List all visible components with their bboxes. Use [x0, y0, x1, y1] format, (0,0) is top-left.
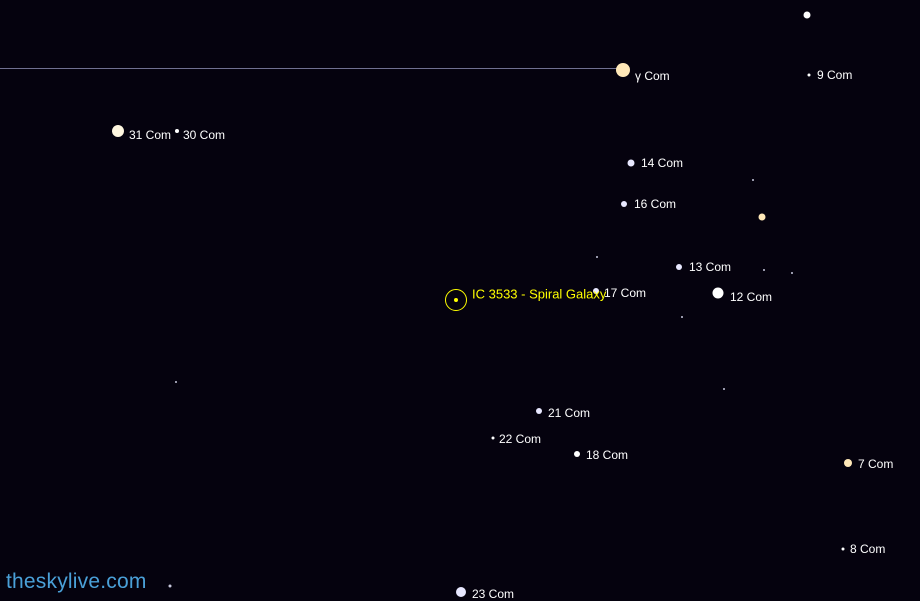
watermark: theskylive.com — [6, 570, 147, 594]
star — [175, 129, 179, 133]
star — [713, 288, 724, 299]
star — [596, 256, 598, 258]
constellation-line — [0, 68, 622, 69]
star — [681, 316, 683, 318]
target-label: IC 3533 - Spiral Galaxy — [472, 287, 606, 302]
star-label: 22 Com — [499, 432, 541, 446]
star — [616, 63, 630, 77]
star — [842, 548, 845, 551]
star-label: 8 Com — [850, 542, 885, 556]
star — [808, 74, 811, 77]
star — [763, 269, 765, 271]
star — [676, 264, 682, 270]
star-label: 13 Com — [689, 260, 731, 274]
star — [175, 381, 177, 383]
star-label: 23 Com — [472, 587, 514, 601]
star-label: 17 Com — [604, 286, 646, 300]
star-label: 31 Com — [129, 128, 171, 142]
star — [804, 12, 811, 19]
star — [492, 437, 495, 440]
star — [456, 587, 466, 597]
star-label: 30 Com — [183, 128, 225, 142]
star-label: 14 Com — [641, 156, 683, 170]
star-label: 7 Com — [858, 457, 893, 471]
star — [574, 451, 580, 457]
star — [628, 160, 635, 167]
target-dot — [454, 298, 458, 302]
star — [112, 125, 124, 137]
star — [791, 272, 793, 274]
star — [759, 214, 766, 221]
star — [844, 459, 852, 467]
star-label: 12 Com — [730, 290, 772, 304]
star-label: 21 Com — [548, 406, 590, 420]
star-label: 16 Com — [634, 197, 676, 211]
star — [621, 201, 627, 207]
star — [752, 179, 754, 181]
star-label: γ Com — [635, 69, 670, 83]
star — [169, 585, 172, 588]
star-label: 9 Com — [817, 68, 852, 82]
star — [723, 388, 725, 390]
star-label: 18 Com — [586, 448, 628, 462]
star — [536, 408, 542, 414]
